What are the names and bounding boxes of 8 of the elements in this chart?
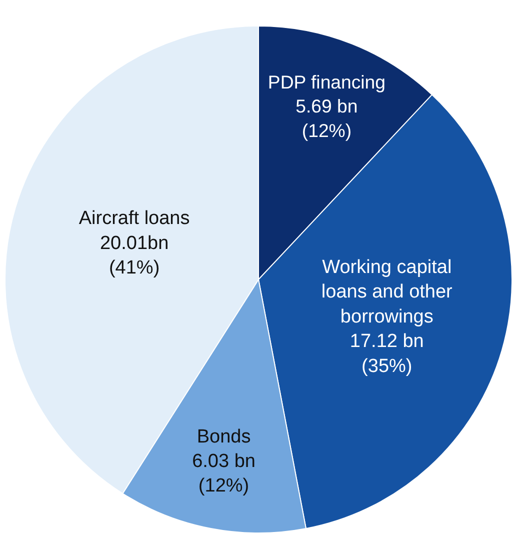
slice-label: Bonds [196,426,251,448]
slice-label: Working capital loans and other borrowings [321,257,454,328]
slice-label: Aircraft loans [78,208,190,230]
data-label: 6.03 bn (12%) [192,451,256,497]
slice-label: PDP financing [268,71,386,92]
data-label: 5.69 bn (12%) [296,96,358,141]
data-label: 17.12 bn (35%) [350,331,424,377]
data-label: 20.01bn (41%) [100,232,169,279]
